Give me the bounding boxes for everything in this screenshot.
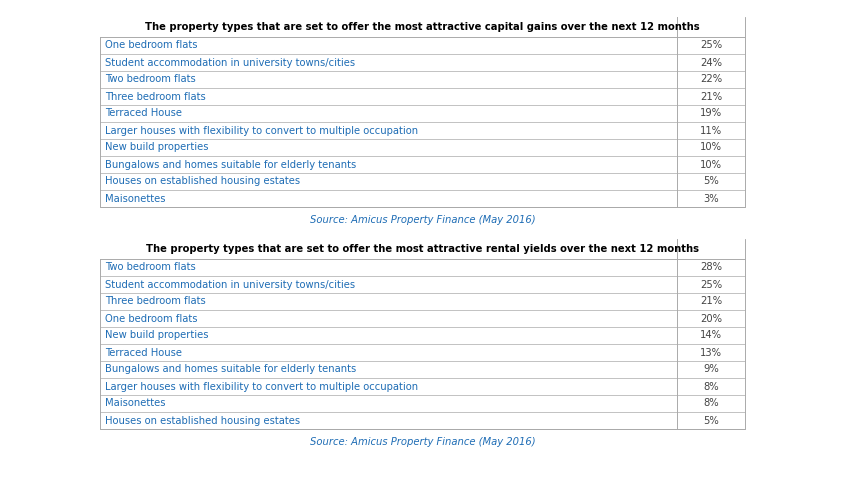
Text: 19%: 19%	[700, 108, 722, 118]
Text: Houses on established housing estates: Houses on established housing estates	[105, 415, 300, 426]
Text: 21%: 21%	[700, 297, 722, 306]
Text: 21%: 21%	[700, 92, 722, 101]
Text: 24%: 24%	[700, 57, 722, 67]
Text: Two bedroom flats: Two bedroom flats	[105, 75, 196, 85]
Text: Terraced House: Terraced House	[105, 347, 182, 357]
Text: 25%: 25%	[700, 41, 722, 50]
Text: Student accommodation in university towns/cities: Student accommodation in university town…	[105, 57, 355, 67]
Text: Two bedroom flats: Two bedroom flats	[105, 262, 196, 273]
Text: 20%: 20%	[700, 313, 722, 324]
Text: 5%: 5%	[703, 177, 719, 187]
Text: 28%: 28%	[700, 262, 722, 273]
Text: Larger houses with flexibility to convert to multiple occupation: Larger houses with flexibility to conver…	[105, 382, 418, 392]
Text: 8%: 8%	[703, 398, 719, 408]
Text: Bungalows and homes suitable for elderly tenants: Bungalows and homes suitable for elderly…	[105, 364, 356, 375]
Bar	[100, 239, 745, 429]
Text: 3%: 3%	[703, 194, 719, 203]
Bar	[100, 17, 745, 207]
Text: 25%: 25%	[700, 280, 722, 290]
Text: One bedroom flats: One bedroom flats	[105, 313, 197, 324]
Text: Source: Amicus Property Finance (May 2016): Source: Amicus Property Finance (May 201…	[309, 437, 536, 447]
Text: 10%: 10%	[700, 143, 722, 152]
Text: New build properties: New build properties	[105, 143, 208, 152]
Text: Student accommodation in university towns/cities: Student accommodation in university town…	[105, 280, 355, 290]
Text: 22%: 22%	[700, 75, 722, 85]
Text: 9%: 9%	[703, 364, 719, 375]
Text: Source: Amicus Property Finance (May 2016): Source: Amicus Property Finance (May 201…	[309, 215, 536, 225]
Text: Maisonettes: Maisonettes	[105, 194, 166, 203]
Text: 8%: 8%	[703, 382, 719, 392]
Text: 10%: 10%	[700, 159, 722, 169]
Text: Maisonettes: Maisonettes	[105, 398, 166, 408]
Text: Three bedroom flats: Three bedroom flats	[105, 297, 206, 306]
Text: Bungalows and homes suitable for elderly tenants: Bungalows and homes suitable for elderly…	[105, 159, 356, 169]
Text: Houses on established housing estates: Houses on established housing estates	[105, 177, 300, 187]
Text: Three bedroom flats: Three bedroom flats	[105, 92, 206, 101]
Text: 13%: 13%	[700, 347, 722, 357]
Text: 11%: 11%	[700, 126, 722, 136]
Text: 14%: 14%	[700, 331, 722, 341]
Text: The property types that are set to offer the most attractive capital gains over : The property types that are set to offer…	[145, 22, 700, 32]
Text: Larger houses with flexibility to convert to multiple occupation: Larger houses with flexibility to conver…	[105, 126, 418, 136]
Text: The property types that are set to offer the most attractive rental yields over : The property types that are set to offer…	[146, 244, 699, 254]
Text: Terraced House: Terraced House	[105, 108, 182, 118]
Text: One bedroom flats: One bedroom flats	[105, 41, 197, 50]
Bar	[100, 239, 745, 259]
Text: 5%: 5%	[703, 415, 719, 426]
Text: New build properties: New build properties	[105, 331, 208, 341]
Bar	[100, 17, 745, 37]
